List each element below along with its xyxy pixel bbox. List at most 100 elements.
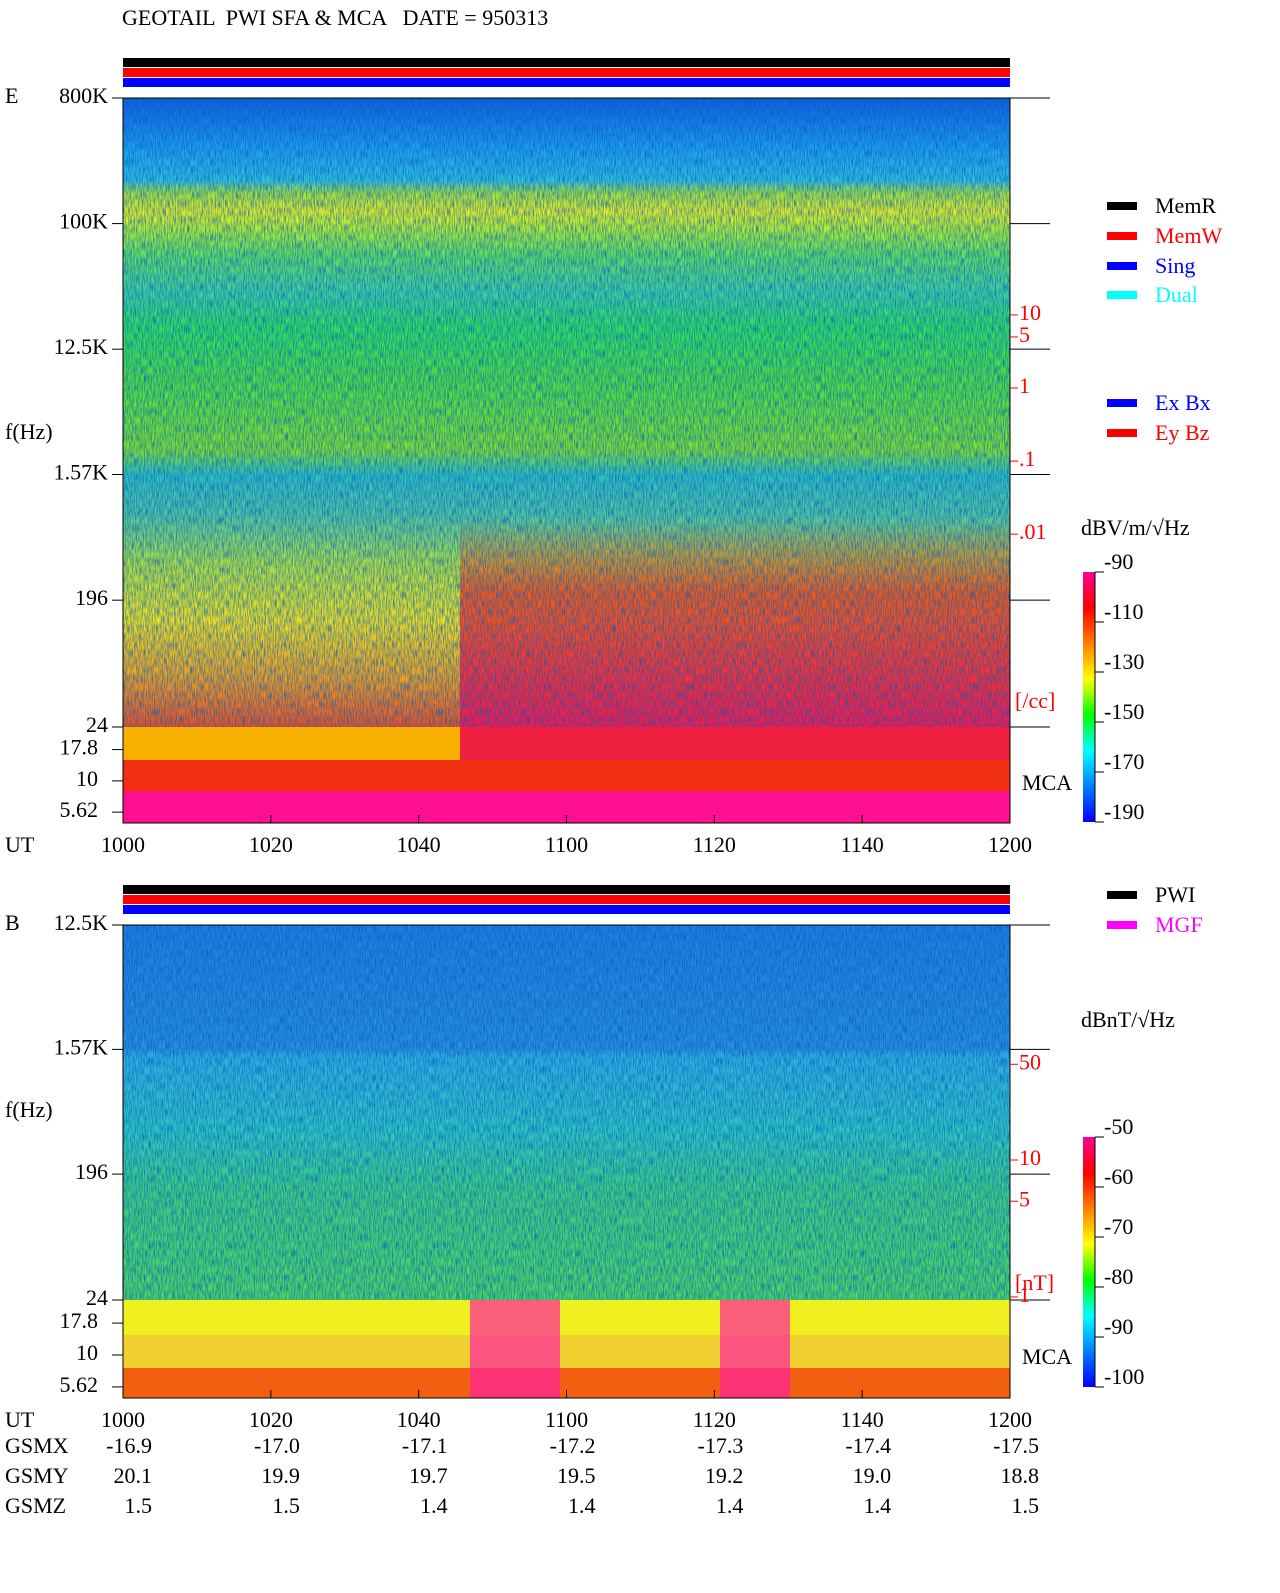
colorbar-tick-label: -60 — [1104, 1164, 1133, 1189]
legend-label: Ex Bx — [1155, 390, 1211, 415]
mca-tick-label: 5.62 — [60, 1372, 99, 1397]
orbit-row-name: GSMX — [5, 1433, 69, 1458]
mca-tick-label: 17.8 — [60, 735, 99, 760]
orbit-row-name: GSMY — [5, 1463, 69, 1488]
x-tick-label: 1020 — [249, 1407, 293, 1432]
y2-tick-label: .01 — [1019, 519, 1047, 544]
x-tick-label: 1040 — [397, 1407, 441, 1432]
legend-label: PWI — [1155, 882, 1195, 907]
orbit-value: -17.0 — [254, 1433, 300, 1458]
colorbar-tick-label: -70 — [1104, 1214, 1133, 1239]
orbit-value: 19.0 — [853, 1463, 892, 1488]
x-axis-label: UT — [5, 832, 35, 857]
y-tick-label: 24 — [86, 712, 108, 737]
orbit-row-name: GSMZ — [5, 1493, 66, 1518]
y2-tick-label: 10 — [1019, 1145, 1041, 1170]
x-tick-label: 1000 — [101, 1407, 145, 1432]
x-tick-label: 1200 — [988, 1407, 1032, 1432]
colorbar-tick-label: -50 — [1104, 1114, 1133, 1139]
status-bar — [123, 895, 1010, 904]
y-tick-label: 12.5K — [54, 334, 109, 359]
x-tick-label: 1100 — [545, 1407, 588, 1432]
colorbar-tick-label: -80 — [1104, 1264, 1133, 1289]
x-tick-label: 1100 — [545, 832, 588, 857]
legend-swatch — [1107, 262, 1137, 270]
title: GEOTAIL PWI SFA & MCA DATE = 950313 — [122, 5, 548, 30]
y2-tick-label: 50 — [1019, 1049, 1041, 1074]
y2-tick-label: 5 — [1019, 1186, 1030, 1211]
status-bar — [123, 68, 1010, 77]
orbit-value: 1.5 — [1012, 1493, 1040, 1518]
orbit-value: -17.5 — [993, 1433, 1039, 1458]
y2-tick-label: 1 — [1019, 1282, 1030, 1307]
status-bar — [123, 78, 1010, 87]
x-axis-label: UT — [5, 1407, 35, 1432]
y2-tick-label: 1 — [1019, 373, 1030, 398]
status-bar — [123, 58, 1010, 67]
orbit-value: 1.4 — [420, 1493, 448, 1518]
y-tick-label: 196 — [75, 1159, 108, 1184]
colorbar-tick-label: -110 — [1104, 599, 1144, 624]
colorbar-tick-label: -100 — [1104, 1364, 1144, 1389]
legend-swatch — [1107, 232, 1137, 240]
x-tick-label: 1040 — [397, 832, 441, 857]
status-bar — [123, 885, 1010, 894]
orbit-value: 1.4 — [568, 1493, 596, 1518]
y-axis-label: f(Hz) — [5, 419, 53, 444]
orbit-value: 1.4 — [864, 1493, 892, 1518]
colorbar-tick-label: -90 — [1104, 1314, 1133, 1339]
spectrogram-b — [123, 925, 1010, 1398]
x-tick-label: 1120 — [693, 832, 736, 857]
orbit-value: 1.4 — [716, 1493, 744, 1518]
y2-tick-label: 5 — [1019, 322, 1030, 347]
legend-swatch — [1107, 399, 1137, 407]
y2-tick-label: .1 — [1019, 446, 1036, 471]
y-tick-label: 12.5K — [54, 910, 109, 935]
orbit-value: 1.5 — [272, 1493, 300, 1518]
colorbar-tick-label: -150 — [1104, 699, 1144, 724]
mca-tick-label: 10 — [76, 766, 98, 791]
orbit-value: 19.2 — [705, 1463, 744, 1488]
x-tick-label: 1140 — [841, 1407, 884, 1432]
orbit-value: 19.9 — [261, 1463, 300, 1488]
x-tick-label: 1200 — [988, 832, 1032, 857]
spectrogram-e — [123, 98, 1010, 823]
orbit-value: 1.5 — [125, 1493, 153, 1518]
legend-swatch — [1107, 891, 1137, 899]
y-tick-label: 100K — [59, 209, 108, 234]
orbit-value: -17.1 — [402, 1433, 448, 1458]
mca-tick-label: 17.8 — [60, 1308, 99, 1333]
orbit-value: 18.8 — [1001, 1463, 1040, 1488]
y-tick-label: 196 — [75, 585, 108, 610]
mca-label: MCA — [1022, 770, 1072, 795]
y2-axis-label: [/cc] — [1015, 688, 1055, 713]
mca-tick-label: 10 — [76, 1340, 98, 1365]
colorbar-tick-label: -170 — [1104, 749, 1144, 774]
legend-swatch — [1107, 921, 1137, 929]
mca-label: MCA — [1022, 1344, 1072, 1369]
legend-label: MemR — [1155, 193, 1216, 218]
orbit-value: 20.1 — [114, 1463, 153, 1488]
orbit-value: -16.9 — [106, 1433, 152, 1458]
orbit-value: 19.5 — [557, 1463, 596, 1488]
orbit-value: -17.3 — [698, 1433, 744, 1458]
panel-label: B — [5, 910, 20, 935]
y2-tick-label: 10 — [1019, 300, 1041, 325]
orbit-value: -17.2 — [550, 1433, 596, 1458]
y-axis-label: f(Hz) — [5, 1097, 53, 1122]
y-tick-label: 1.57K — [54, 460, 109, 485]
mca-tick-label: 5.62 — [60, 797, 99, 822]
colorbar-label: dBnT/√Hz — [1081, 1007, 1175, 1032]
x-tick-label: 1140 — [841, 832, 884, 857]
legend-label: Sing — [1155, 253, 1195, 278]
colorbar-tick-label: -130 — [1104, 649, 1144, 674]
orbit-value: -17.4 — [845, 1433, 891, 1458]
legend-swatch — [1107, 291, 1137, 299]
y-tick-label: 1.57K — [54, 1034, 109, 1059]
y-tick-label: 800K — [59, 83, 108, 108]
y2-axis-label: [nT] — [1015, 1270, 1054, 1295]
legend-label: Ey Bz — [1155, 420, 1210, 445]
legend-label: MGF — [1155, 912, 1203, 937]
colorbar — [1083, 572, 1095, 822]
